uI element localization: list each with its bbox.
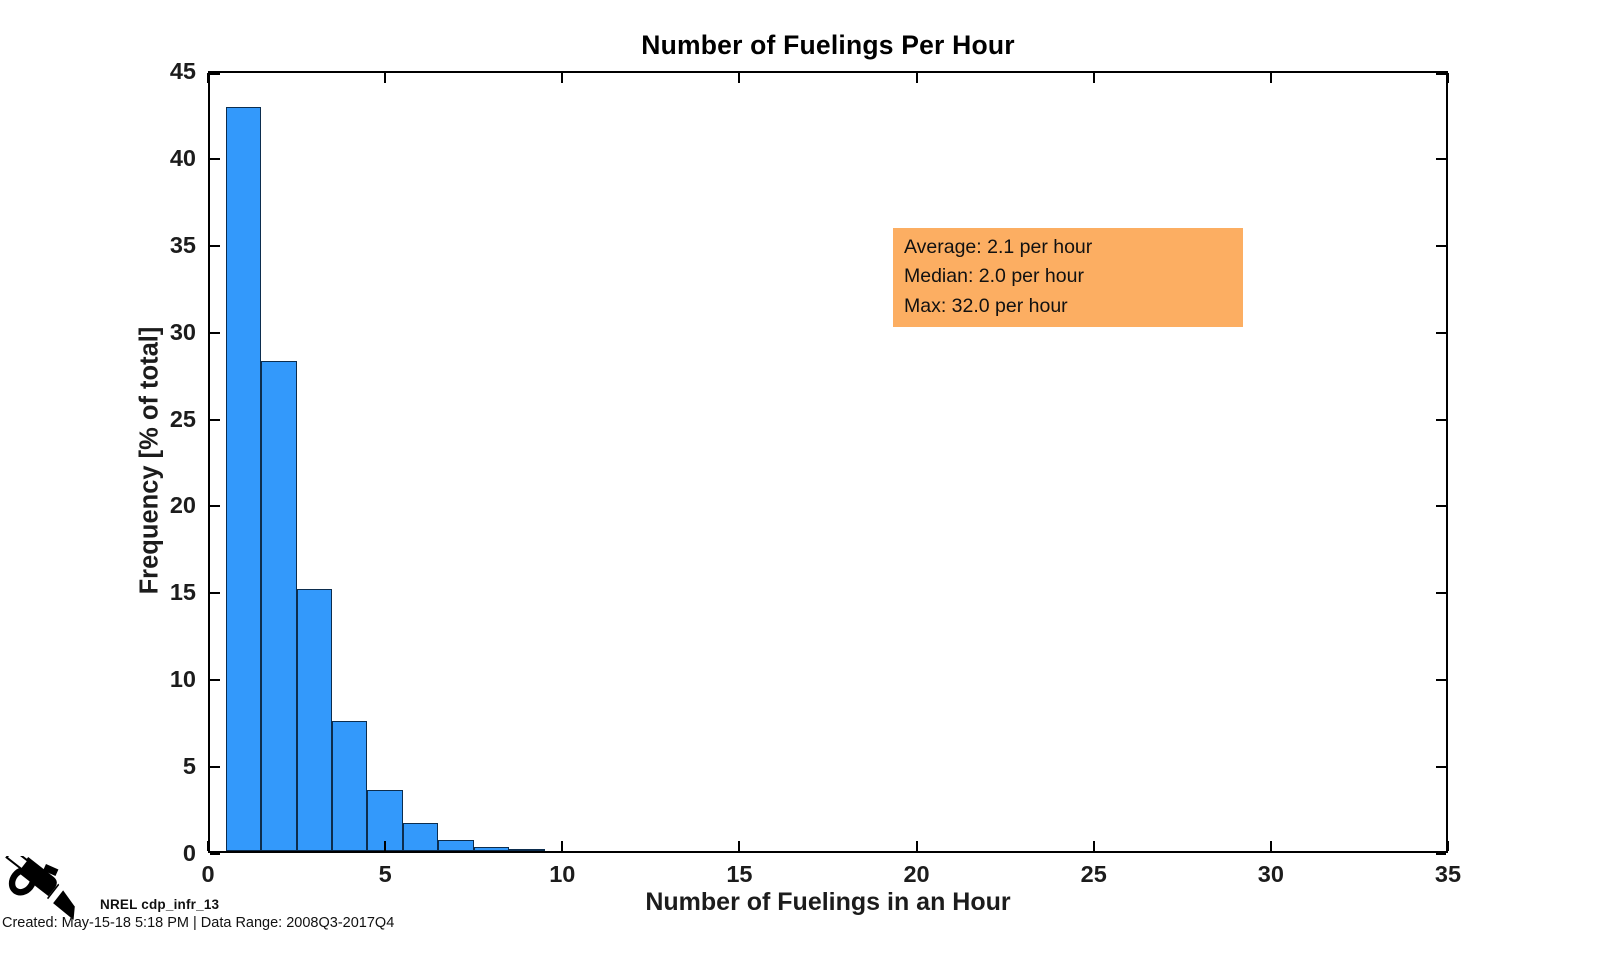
histogram-bar [261, 360, 297, 851]
x-tick-label: 5 [378, 861, 392, 887]
histogram-bar [438, 839, 474, 851]
x-tick-label: 15 [726, 861, 753, 887]
y-tick-right [1436, 505, 1446, 508]
nrel-credit: NREL cdp_infr_13 [100, 897, 220, 912]
x-tick [561, 841, 564, 851]
x-tick-top [738, 73, 741, 83]
y-tick [210, 418, 220, 421]
y-tick-label: 10 [169, 666, 196, 693]
y-tick-right [1436, 244, 1446, 247]
y-tick-right [1436, 853, 1446, 855]
y-tick [210, 679, 220, 682]
x-tick-label: 10 [549, 861, 576, 887]
x-tick-top [915, 73, 918, 83]
annotation-line-max: Max: 32.0 per hour [904, 294, 1068, 317]
fuel-nozzle-icon [5, 856, 75, 920]
y-tick [210, 592, 220, 595]
created-timestamp: Created: May-15-18 5:18 PM | Data Range:… [2, 915, 395, 931]
x-tick-top [1092, 73, 1095, 83]
y-tick-right [1436, 418, 1446, 421]
y-tick-right [1436, 157, 1446, 160]
y-tick-label: 0 [182, 840, 196, 866]
x-tick-top [207, 73, 209, 83]
histogram-bar [509, 849, 545, 851]
histogram-bar [402, 823, 439, 851]
y-tick-label: 5 [182, 753, 196, 780]
histogram-bar [367, 790, 403, 851]
x-tick [1269, 841, 1272, 851]
stats-annotation-box: Average: 2.1 per hour Median: 2.0 per ho… [893, 228, 1243, 327]
x-axis-label: Number of Fuelings in an Hour [645, 888, 1011, 916]
y-tick-label: 45 [169, 58, 196, 84]
x-tick-label: 35 [1434, 861, 1462, 887]
y-tick-label: 20 [169, 492, 196, 519]
y-tick-right [1436, 592, 1446, 595]
x-tick [1092, 841, 1095, 851]
histogram-bar [473, 847, 510, 851]
y-tick [210, 505, 220, 508]
histogram-bar [225, 107, 262, 851]
y-tick-label: 30 [169, 318, 196, 345]
y-tick [210, 244, 220, 247]
x-tick [915, 841, 918, 851]
y-tick-label: 40 [169, 144, 196, 171]
x-tick-label: 30 [1257, 861, 1284, 887]
y-tick-right [1436, 73, 1446, 75]
y-tick [210, 157, 220, 160]
y-tick [210, 331, 220, 334]
x-tick-top [1447, 73, 1449, 83]
y-tick [210, 853, 220, 855]
histogram-bar [332, 720, 368, 851]
x-tick-top [384, 73, 387, 83]
y-tick [210, 73, 220, 75]
x-tick [207, 841, 209, 851]
y-tick [210, 766, 220, 769]
x-tick [738, 841, 741, 851]
plot-area [207, 71, 1449, 855]
y-tick-label: 15 [169, 579, 196, 606]
y-tick-right [1436, 331, 1446, 334]
y-tick-right [1436, 766, 1446, 769]
x-tick [384, 841, 387, 851]
annotation-line-median: Median: 2.0 per hour [904, 265, 1084, 288]
y-tick-label: 25 [169, 405, 196, 432]
histogram-bar [296, 588, 332, 851]
x-tick [1447, 841, 1449, 851]
y-tick-label: 35 [169, 231, 196, 258]
x-tick-label: 20 [903, 861, 930, 887]
annotation-line-average: Average: 2.1 per hour [904, 236, 1093, 258]
y-tick-right [1436, 679, 1446, 682]
x-tick-label: 0 [201, 861, 215, 887]
x-tick-top [1269, 73, 1272, 83]
chart-title: Number of Fuelings Per Hour [641, 30, 1015, 60]
x-tick-label: 25 [1080, 861, 1107, 887]
x-tick-top [561, 73, 564, 83]
